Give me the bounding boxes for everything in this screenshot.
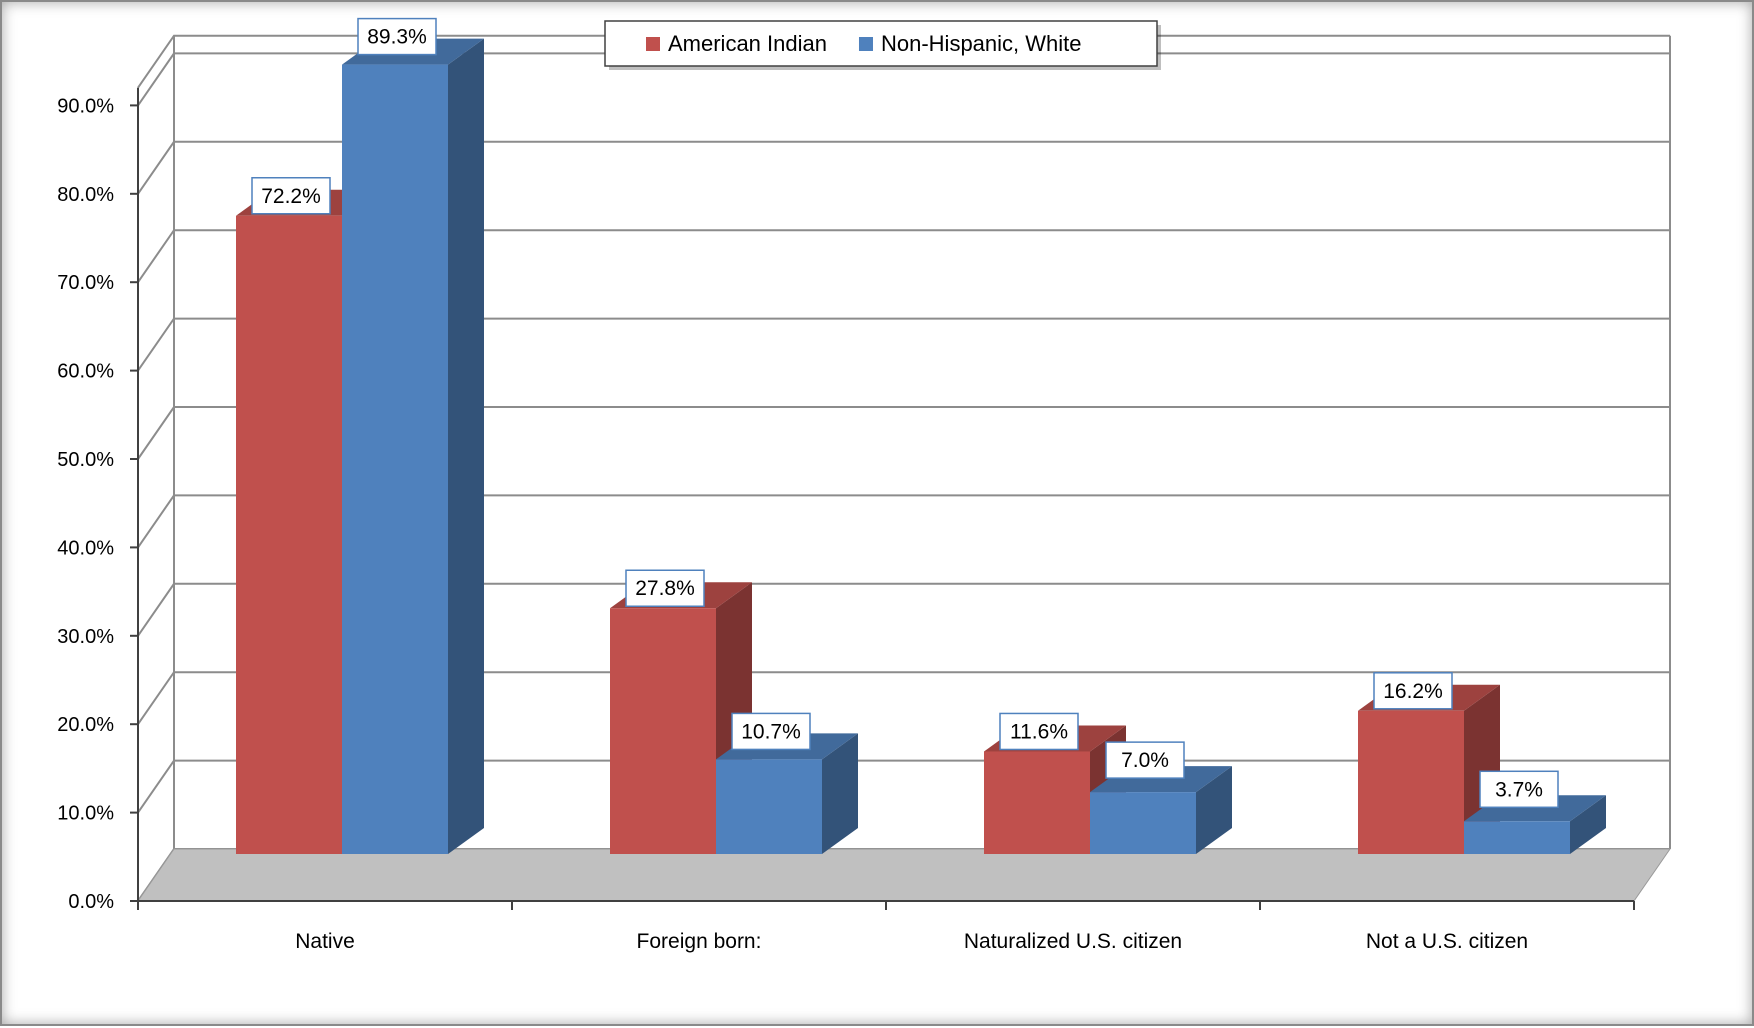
bar-front [1464, 821, 1570, 854]
back-wall [174, 35, 1670, 850]
legend-item-non-hispanic-white: Non-Hispanic, White [858, 31, 1082, 56]
bar-front [716, 759, 822, 854]
bar-side [1196, 766, 1232, 854]
bar-front [1090, 792, 1196, 854]
legend-item-american-indian: American Indian [646, 31, 827, 56]
bar-side [448, 38, 484, 854]
data-label-box [731, 712, 811, 751]
data-label-non-hispanic-white-native: 89.3% [357, 17, 437, 56]
side-wall [138, 35, 174, 902]
legend-swatch [646, 37, 660, 51]
y-tick-label: 10.0% [57, 803, 114, 825]
y-tick-label: 30.0% [57, 626, 114, 648]
data-label-text: 89.3% [367, 26, 427, 49]
data-label-text: 7.0% [1121, 749, 1169, 772]
legend-label: Non-Hispanic, White [881, 31, 1082, 56]
x-tick-label-naturalized-u-s-citizen: Naturalized U.S. citizen [964, 930, 1182, 953]
bar-front [984, 751, 1090, 854]
data-label-non-hispanic-white-not-a-u-s-citizen: 3.7% [1479, 770, 1559, 809]
data-label-american-indian-native: 72.2% [251, 177, 331, 215]
bar-front [1358, 710, 1464, 854]
x-tick-label-not-a-u-s-citizen: Not a U.S. citizen [1366, 930, 1528, 953]
data-label-non-hispanic-white-foreign-born: 10.7% [731, 712, 811, 751]
legend-swatch [858, 37, 873, 51]
data-label-box [357, 17, 437, 56]
y-tick-label: 0.0% [68, 891, 114, 913]
bar-non-hispanic-white-not-a-u-s-citizen [1464, 795, 1606, 854]
data-label-non-hispanic-white-naturalized-u-s-citizen: 7.0% [1105, 741, 1185, 779]
legend: American Indian Non-Hispanic, White [604, 20, 1161, 70]
y-tick-label: 50.0% [57, 449, 114, 471]
data-label-american-indian-naturalized-u-s-citizen: 11.6% [999, 712, 1079, 751]
data-labels: 72.2% 89.3% 27.8% 10.7% 11.6% 7.0% 16.2% 3.7% [251, 17, 1559, 809]
chart-floor [137, 848, 1671, 902]
data-label-text: 16.2% [1383, 680, 1443, 703]
bar-front [342, 64, 448, 854]
data-label-box [1105, 741, 1185, 779]
bar-non-hispanic-white-native [342, 38, 484, 854]
data-label-text: 10.7% [741, 720, 801, 743]
data-label-box [1479, 770, 1559, 809]
y-tick-label: 60.0% [57, 361, 114, 383]
legend-box [604, 20, 1158, 67]
x-tick-label-foreign-born: Foreign born: [637, 930, 762, 953]
floor [137, 848, 1671, 902]
bars [236, 38, 1606, 854]
axes: 0.0% 10.0% 20.0% 30.0% 40.0% 50.0% 60.0% 70.0% 8… [57, 87, 1635, 953]
bar-front [610, 608, 716, 854]
data-label-box [625, 569, 705, 607]
data-label-box [251, 177, 331, 215]
bar-side [822, 733, 858, 854]
data-label-text: 27.8% [635, 577, 695, 600]
data-label-box [999, 712, 1079, 751]
bar-side [1570, 795, 1606, 854]
x-tick-label-native: Native [295, 930, 355, 953]
wall-top-edge [137, 34, 1670, 89]
y-tick-label: 70.0% [57, 272, 114, 294]
data-label-american-indian-not-a-u-s-citizen: 16.2% [1373, 672, 1453, 710]
bar-non-hispanic-white-foreign-born [716, 733, 858, 854]
data-label-text: 3.7% [1495, 778, 1543, 801]
data-label-box [1373, 672, 1453, 710]
data-label-text: 72.2% [261, 185, 321, 208]
legend-label: American Indian [668, 31, 827, 56]
bar-non-hispanic-white-naturalized-u-s-citizen [1090, 766, 1232, 854]
data-label-american-indian-foreign-born: 27.8% [625, 569, 705, 607]
bar-front [236, 215, 342, 854]
y-tick-label: 80.0% [57, 184, 114, 206]
y-tick-label: 40.0% [57, 537, 114, 559]
chart-walls [138, 35, 1670, 902]
y-tick-label: 20.0% [57, 714, 114, 736]
y-tick-label: 90.0% [57, 95, 114, 117]
data-label-text: 11.6% [1010, 720, 1068, 743]
